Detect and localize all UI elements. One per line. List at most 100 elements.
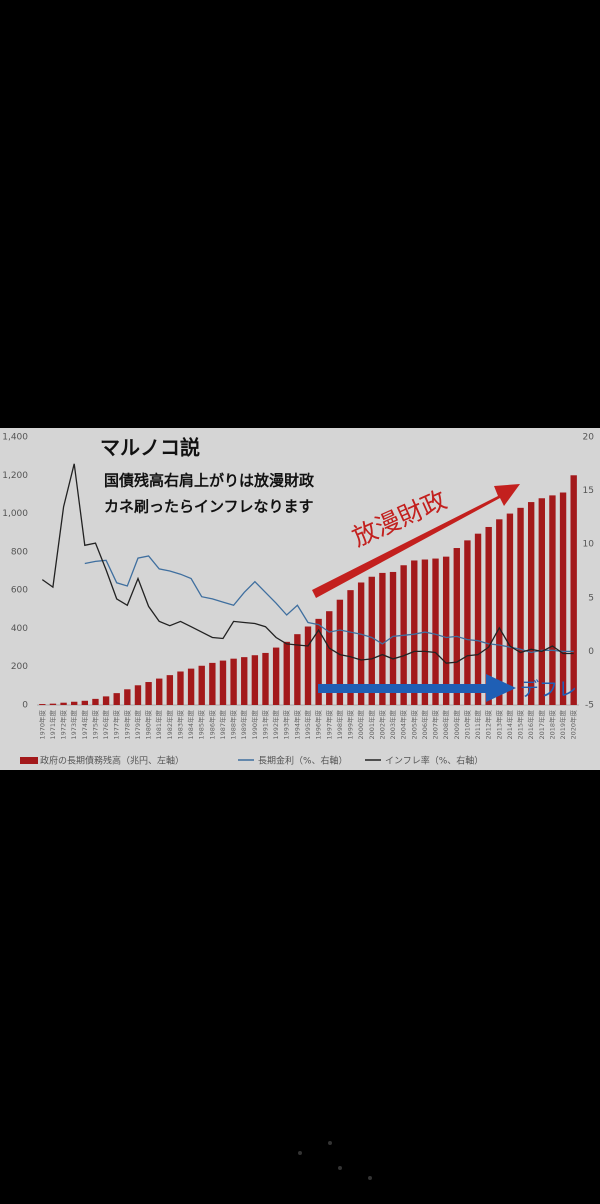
x-tick-label: 1994年度 [292,710,301,740]
y2-tick-label: 5 [588,593,594,603]
bar [166,675,174,705]
x-tick-label: 1975年度 [90,710,99,740]
x-tick-label: 2008年度 [441,710,450,740]
x-tick-label: 2010年度 [462,710,471,740]
y-tick-label: 1,200 [2,471,28,481]
y-tick-label: 800 [11,547,28,557]
bar [134,685,142,705]
line [41,463,574,664]
bar [304,626,312,705]
bar [39,704,46,705]
bar [336,599,344,705]
x-tick-label: 1984年度 [186,710,195,740]
x-tick-label: 2014年度 [505,710,514,740]
bar [241,657,248,705]
bar [198,665,205,705]
page-dot [368,1176,372,1180]
x-tick-label: 2019年度 [558,710,567,740]
x-tick-label: 1996年度 [314,710,323,740]
bar [538,498,545,705]
x-tick-label: 1978年度 [122,710,131,740]
bar [272,647,280,705]
bar [81,700,89,705]
legend-swatch [20,757,38,764]
bar [549,495,556,705]
x-tick-label: 1972年度 [59,710,68,740]
bar [379,572,386,705]
legend-label: 政府の長期債務残高（兆円、左軸） [40,755,184,767]
x-tick-label: 2001年度 [367,710,376,740]
plot: 02004006008001,0001,2001,400-50510152019… [2,433,594,767]
bar [145,682,152,705]
x-tick-label: 2000年度 [356,710,365,740]
x-tick-label: 1987年度 [218,710,227,740]
legend-label: 長期金利（%、右軸） [258,755,348,767]
x-tick-label: 2007年度 [431,710,440,740]
bar [230,658,237,705]
bar [113,693,120,705]
bar [442,556,450,705]
bar [389,571,397,705]
bar [49,703,57,705]
y-tick-label: 0 [22,701,28,711]
x-tick-label: 1988年度 [229,710,238,740]
bar [357,582,365,705]
bar [209,662,216,705]
bar [187,668,195,705]
x-tick-label: 1974年度 [80,710,89,740]
bar [432,558,439,705]
blue-label: デフレ [520,679,577,701]
note-title: マルノコ説 [100,436,200,460]
legend-label: インフレ率（%、右軸） [385,755,483,767]
bar [368,576,375,705]
bar [177,671,184,705]
y-tick-label: 1,400 [2,433,28,443]
x-tick-label: 1998年度 [335,710,344,740]
x-tick-label: 1973年度 [69,710,78,740]
page-dot [298,1151,302,1155]
x-tick-label: 1990年度 [250,710,259,740]
note-line: カネ刷ったらインフレなります [104,498,314,516]
x-tick-label: 2016年度 [526,710,535,740]
x-tick-label: 2020年度 [569,710,578,740]
y-tick-label: 1,000 [2,509,28,519]
page-dot [328,1141,332,1145]
x-tick-label: 1992年度 [271,710,280,740]
x-tick-label: 1976年度 [101,710,110,740]
blue-arrow-shaft [318,684,488,693]
bar [251,655,259,705]
bar [326,611,333,705]
bar [474,533,482,705]
bar [464,540,471,705]
bar [496,519,503,705]
y2-tick-label: 15 [583,486,594,496]
y2-tick-label: 0 [588,647,594,657]
note-line: 国債残高右肩上がりは放漫財政 [104,472,315,490]
x-tick-label: 1993年度 [282,710,291,740]
bar [315,618,322,705]
x-tick-label: 2011年度 [473,710,482,740]
x-tick-label: 2006年度 [420,710,429,740]
bar [485,526,492,705]
bar [411,560,418,705]
x-tick-label: 1989年度 [239,710,248,740]
y2-tick-label: -5 [585,701,594,711]
x-tick-label: 2005年度 [409,710,418,740]
y2-tick-label: 10 [583,540,595,550]
y-tick-label: 600 [11,586,28,596]
y-tick-label: 400 [11,624,28,634]
y2-tick-label: 20 [583,433,595,443]
bar [347,590,354,705]
y-tick-label: 200 [11,662,28,672]
bar [156,678,163,705]
bar [71,701,78,705]
bar [124,689,131,705]
bar [60,702,67,705]
page-dot [338,1166,342,1170]
x-tick-label: 2002年度 [377,710,386,740]
x-tick-label: 1980年度 [144,710,153,740]
bar [559,492,567,705]
x-tick-label: 2004年度 [399,710,408,740]
x-tick-label: 1997年度 [324,710,333,740]
